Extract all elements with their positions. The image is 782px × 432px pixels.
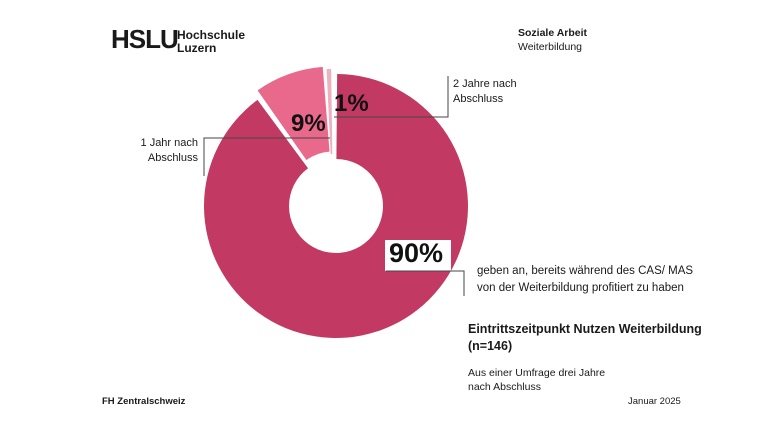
slice-label-2-jahre-line2: Abschluss — [453, 93, 504, 105]
donut-slice-1pct — [326, 69, 333, 155]
hslu-logo: HSLU — [111, 24, 179, 54]
annotation-90pct: geben an, bereits während des CAS/ MAS v… — [477, 263, 693, 297]
chart-note: Aus einer Umfrage drei Jahre nach Abschl… — [468, 366, 605, 394]
donut-slices — [203, 66, 468, 339]
footer-date: Januar 2025 — [628, 396, 681, 407]
chart-title: Eintrittszeitpunkt Nutzen Weiterbildung — [468, 322, 702, 336]
donut-slice-9pct — [257, 66, 330, 160]
slice-label-2-jahre: 2 Jahre nach Abschluss — [453, 77, 543, 107]
hslu-logo-name-line2: Luzern — [177, 40, 217, 55]
donut-slice-90pct — [203, 74, 468, 339]
chart-title-block: Eintrittszeitpunkt Nutzen Weiterbildung … — [468, 321, 702, 355]
chart-note-line2: nach Abschluss — [468, 381, 541, 393]
chart-note-line1: Aus einer Umfrage drei Jahre — [468, 367, 606, 379]
leader-line-1pct — [334, 76, 449, 118]
pct-label-9: 9% — [291, 110, 326, 137]
slice-label-2-jahre-line1: 2 Jahre nach — [453, 78, 517, 90]
hslu-logo-name: Hochschule Luzern — [177, 29, 245, 54]
unit-label: Weiterbildung — [518, 41, 583, 53]
hslu-logo-name-line1: Hochschule — [177, 28, 246, 42]
pct-label-90: 90% — [389, 238, 444, 268]
pct-label-1: 1% — [334, 90, 369, 117]
slice-label-1-jahr-line1: 1 Jahr nach — [140, 137, 198, 149]
leader-line-9pct — [203, 137, 330, 176]
slice-label-1-jahr-line2: Abschluss — [147, 152, 198, 164]
leader-line-90pct — [386, 270, 465, 296]
annotation-line1: geben an, bereits während des CAS/ MAS — [477, 265, 694, 277]
chart-sample-size: (n=146) — [468, 339, 513, 353]
slice-label-1-jahr: 1 Jahr nach Abschluss — [100, 136, 198, 166]
pct-90-label-box — [385, 240, 451, 271]
department-label: Soziale Arbeit — [518, 27, 588, 39]
annotation-line2: von der Weiterbildung profitiert zu habe… — [477, 282, 684, 294]
footer-org: FH Zentralschweiz — [102, 396, 186, 407]
